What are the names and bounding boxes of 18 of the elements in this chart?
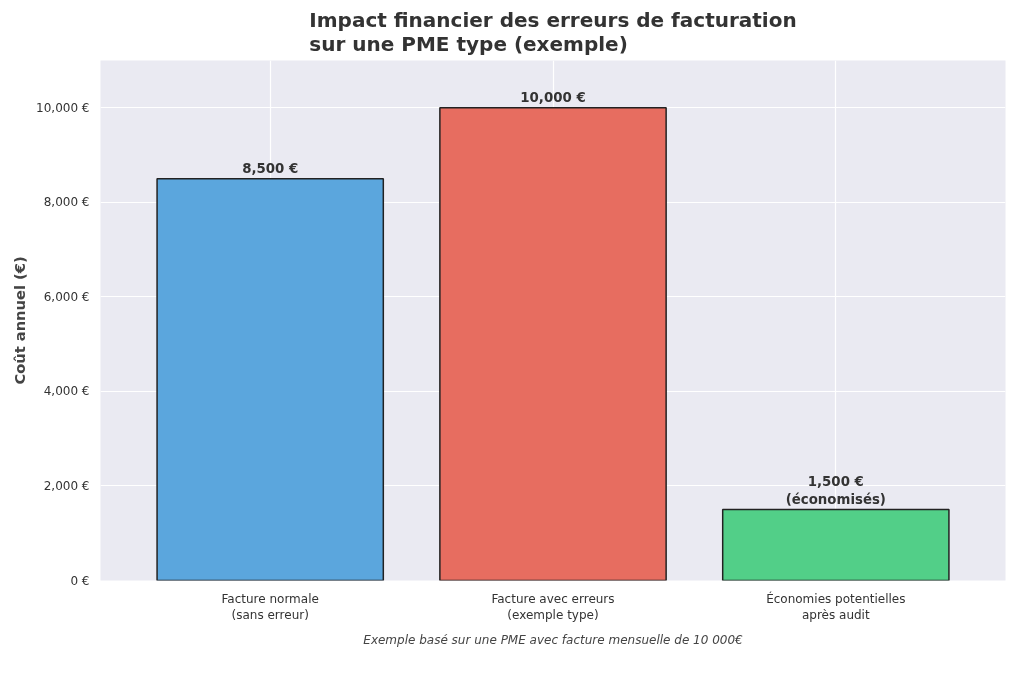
chart-title: Impact financier des erreurs de facturation sur une PME type (exemple)	[309, 7, 797, 56]
y-axis-title: Coût annuel (€)	[11, 256, 29, 385]
y-tick-label: 2,000 €	[43, 478, 90, 493]
y-tick-label: 4,000 €	[43, 384, 90, 399]
data-label: 1,500 € (économisés)	[785, 473, 886, 507]
x-tick-label: Facture normale (sans erreur)	[221, 591, 319, 623]
y-tick-label: 0 €	[70, 573, 90, 588]
x-tick-label: Facture avec erreurs (exemple type)	[491, 591, 615, 623]
y-tick-label: 6,000 €	[43, 289, 90, 304]
bar	[721, 508, 950, 581]
y-tick-label: 8,000 €	[43, 195, 90, 210]
bar	[156, 177, 385, 581]
bar	[439, 107, 667, 581]
x-tick-label: Économies potentielles après audit	[766, 590, 906, 623]
data-label: 8,500 €	[242, 160, 299, 176]
y-tick-label: 10,000 €	[36, 100, 90, 115]
data-label: 10,000 €	[520, 89, 586, 105]
text: Exemple basé sur une PME avec facture mensuelle de 10 000€	[363, 632, 744, 647]
